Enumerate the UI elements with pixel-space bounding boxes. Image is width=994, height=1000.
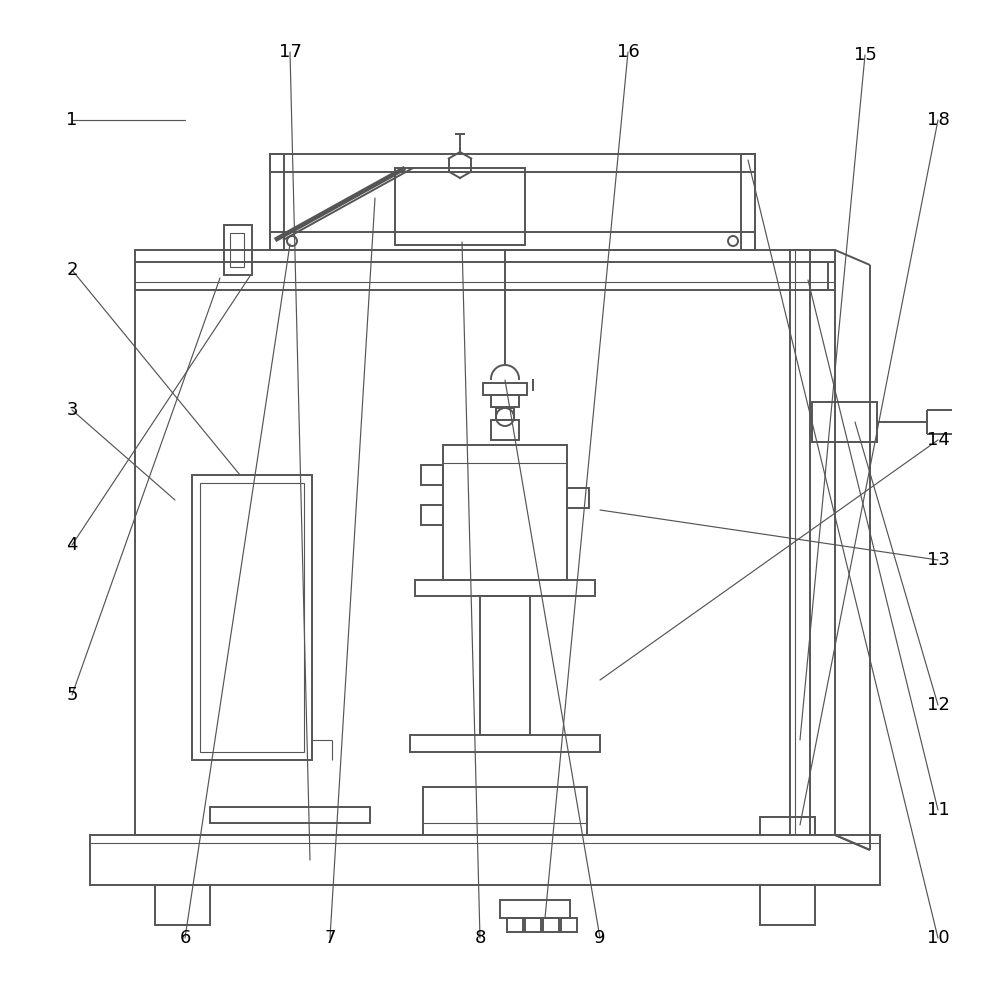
Bar: [490, 395, 519, 407]
Bar: [507, 918, 523, 932]
Bar: [230, 233, 244, 267]
Bar: [479, 596, 530, 735]
Bar: [420, 465, 442, 485]
Bar: [525, 918, 541, 932]
Text: 2: 2: [67, 261, 78, 279]
Bar: [410, 735, 599, 752]
Bar: [224, 225, 251, 275]
Bar: [395, 168, 525, 245]
Text: 12: 12: [925, 696, 948, 714]
Text: 9: 9: [593, 929, 605, 947]
Bar: [155, 885, 210, 925]
Text: 17: 17: [278, 43, 301, 61]
Bar: [135, 262, 834, 290]
Text: 8: 8: [474, 929, 485, 947]
Bar: [500, 900, 570, 918]
Bar: [495, 408, 514, 420]
Bar: [482, 383, 527, 395]
Bar: [561, 918, 577, 932]
Text: 5: 5: [67, 686, 78, 704]
Text: 10: 10: [925, 929, 948, 947]
Text: 14: 14: [925, 431, 948, 449]
Bar: [789, 250, 809, 835]
Bar: [442, 445, 567, 580]
Bar: [759, 885, 814, 925]
Text: 16: 16: [616, 43, 639, 61]
Bar: [543, 918, 559, 932]
Bar: [741, 154, 754, 250]
Bar: [269, 154, 754, 172]
Bar: [759, 817, 814, 835]
Text: 3: 3: [67, 401, 78, 419]
Bar: [192, 475, 312, 760]
Text: 6: 6: [179, 929, 191, 947]
Bar: [210, 807, 370, 823]
Text: 13: 13: [925, 551, 948, 569]
Text: 11: 11: [925, 801, 948, 819]
Bar: [200, 483, 304, 752]
Bar: [414, 580, 594, 596]
Bar: [811, 402, 876, 442]
Bar: [567, 488, 588, 508]
Bar: [490, 420, 519, 440]
Bar: [420, 505, 442, 525]
Text: 7: 7: [324, 929, 335, 947]
Text: 4: 4: [67, 536, 78, 554]
Bar: [89, 835, 879, 885]
Text: 18: 18: [925, 111, 948, 129]
Bar: [269, 154, 283, 250]
Bar: [422, 787, 586, 835]
Bar: [809, 262, 827, 290]
Bar: [135, 250, 834, 835]
Text: 1: 1: [67, 111, 78, 129]
Text: 15: 15: [853, 46, 876, 64]
Bar: [269, 232, 754, 250]
